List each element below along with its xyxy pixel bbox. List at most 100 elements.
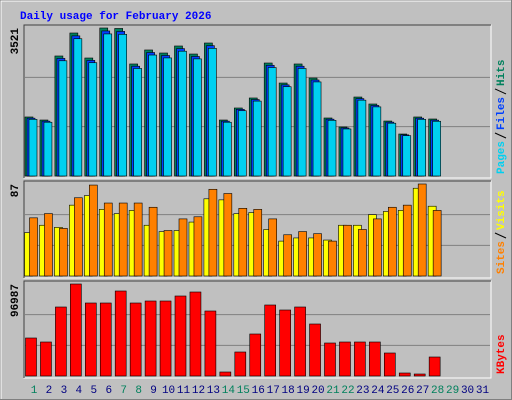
bar bbox=[118, 202, 128, 277]
x-tick-label: 28 bbox=[431, 385, 444, 397]
bar bbox=[163, 230, 173, 277]
legend-separator bbox=[494, 232, 507, 239]
bar bbox=[417, 119, 427, 177]
bar bbox=[339, 341, 351, 377]
bar bbox=[73, 38, 83, 177]
x-tick-label: 29 bbox=[446, 385, 459, 397]
bar bbox=[369, 341, 381, 377]
bar bbox=[432, 120, 441, 177]
legend: Sites Visits bbox=[494, 190, 508, 274]
bar bbox=[99, 302, 112, 377]
x-tick-label: 25 bbox=[386, 385, 399, 397]
x-tick-label: 7 bbox=[120, 385, 127, 397]
x-tick-label: 27 bbox=[416, 385, 429, 397]
legend-separator bbox=[494, 132, 507, 139]
x-tick-label: 24 bbox=[371, 385, 385, 397]
bar bbox=[354, 341, 366, 377]
x-tick-label: 19 bbox=[296, 385, 309, 397]
x-tick-label: 6 bbox=[105, 385, 112, 397]
bar bbox=[238, 208, 248, 277]
bar bbox=[129, 302, 142, 377]
bar bbox=[312, 81, 322, 177]
bar bbox=[43, 121, 53, 177]
plot-bevel bbox=[23, 280, 491, 378]
bar bbox=[208, 48, 217, 177]
bar bbox=[40, 341, 52, 377]
bar bbox=[223, 121, 232, 177]
bar bbox=[103, 202, 113, 277]
bar bbox=[178, 50, 187, 177]
bar bbox=[74, 197, 83, 277]
x-tick-label: 8 bbox=[135, 385, 142, 397]
x-tick-label: 15 bbox=[237, 385, 250, 397]
bar bbox=[297, 68, 307, 177]
bar bbox=[298, 231, 307, 277]
bar bbox=[432, 210, 442, 277]
legend-entry: Pages bbox=[496, 141, 508, 174]
bar bbox=[193, 216, 203, 277]
bar bbox=[267, 67, 277, 177]
x-tick-label: 12 bbox=[192, 385, 205, 397]
bar bbox=[413, 373, 426, 377]
bar bbox=[174, 295, 187, 377]
bar bbox=[324, 342, 336, 377]
bar bbox=[55, 306, 67, 377]
bar bbox=[234, 351, 247, 377]
bar bbox=[193, 58, 202, 177]
bar bbox=[343, 224, 352, 277]
bar bbox=[402, 135, 412, 177]
bar bbox=[208, 188, 218, 277]
x-tick-label: 31 bbox=[476, 385, 490, 397]
x-tick-label: 21 bbox=[326, 385, 340, 397]
bar bbox=[89, 184, 98, 277]
x-tick-label: 2 bbox=[46, 385, 53, 397]
bar bbox=[144, 300, 157, 377]
bar bbox=[268, 218, 278, 277]
bar bbox=[383, 352, 396, 377]
x-tick-label: 22 bbox=[341, 385, 354, 397]
x-tick-label: 23 bbox=[356, 385, 369, 397]
x-tick-label: 10 bbox=[162, 385, 175, 397]
bar bbox=[373, 218, 382, 277]
bar bbox=[29, 217, 38, 277]
bar bbox=[309, 323, 321, 377]
bar bbox=[70, 283, 82, 377]
legend-entry: Files bbox=[496, 97, 508, 130]
bar bbox=[148, 54, 157, 177]
bar bbox=[85, 302, 97, 377]
bar bbox=[282, 86, 292, 177]
x-tick-label: 17 bbox=[267, 385, 280, 397]
legend: Pages Files Hits bbox=[494, 60, 508, 174]
bar bbox=[204, 310, 217, 377]
bar bbox=[163, 57, 172, 177]
x-tick-label: 30 bbox=[461, 385, 474, 397]
bar bbox=[264, 304, 277, 377]
y-max-label: 96987 bbox=[10, 284, 22, 317]
x-tick-label: 1 bbox=[31, 385, 38, 397]
bar bbox=[59, 228, 68, 277]
x-tick-label: 5 bbox=[90, 385, 97, 397]
x-tick-label: 18 bbox=[282, 385, 295, 397]
bar bbox=[358, 229, 367, 277]
bar bbox=[223, 193, 233, 277]
bar bbox=[283, 234, 292, 277]
bar bbox=[313, 233, 322, 277]
bar bbox=[279, 309, 291, 377]
legend-entry: Visits bbox=[496, 190, 508, 230]
chart-title: Daily usage for February 2026 bbox=[20, 11, 211, 23]
bar bbox=[428, 356, 441, 377]
legend-entry: Hits bbox=[496, 60, 508, 86]
bar bbox=[88, 62, 98, 177]
legend: KBytes bbox=[496, 334, 508, 374]
x-tick-label: 4 bbox=[76, 385, 83, 397]
bar bbox=[219, 371, 232, 377]
bar bbox=[253, 209, 263, 277]
bar bbox=[402, 204, 412, 277]
x-tick-label: 26 bbox=[401, 385, 414, 397]
bar bbox=[189, 291, 202, 377]
bar bbox=[328, 240, 337, 277]
bar bbox=[398, 372, 411, 377]
bar bbox=[327, 120, 337, 177]
